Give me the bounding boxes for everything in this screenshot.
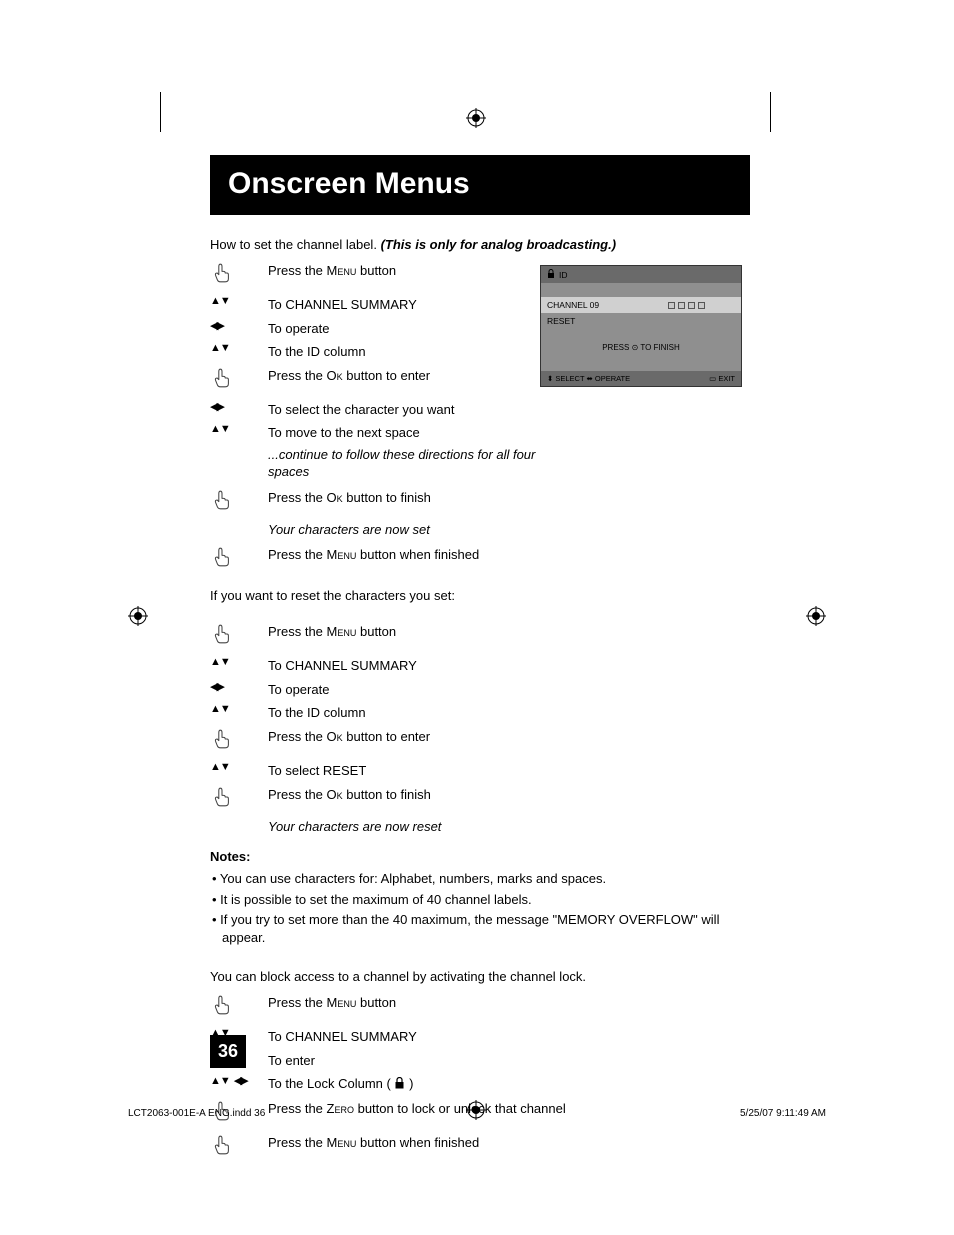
continue-note: ...continue to follow these directions f…	[268, 446, 548, 481]
registration-mark-icon	[128, 606, 148, 626]
instruction-row: ▲▼ To select RESET	[210, 760, 800, 780]
crop-mark	[770, 92, 771, 132]
instruction-row: ◀▶To enter	[210, 1050, 800, 1070]
instruction-row: Press the Menu button when finished	[210, 1132, 800, 1162]
press-hand-icon	[210, 727, 234, 756]
instruction-text: Press the Ok button to finish	[268, 487, 800, 507]
instruction-row: ◀▶ To select the character you want	[210, 399, 800, 419]
instruction-row: Press the Ok button to finish	[210, 487, 800, 517]
registration-mark-icon	[466, 108, 486, 128]
instruction-text: To select the character you want	[268, 399, 800, 419]
instruction-text: To the Lock Column ( )	[268, 1073, 800, 1093]
osd-reset-label: RESET	[547, 316, 575, 326]
instruction-text: Press the Menu button when finished	[268, 544, 800, 564]
instruction-text: To enter	[268, 1050, 800, 1070]
instruction-text: To CHANNEL SUMMARY	[268, 1026, 800, 1046]
osd-press-hint: PRESS ⊙ TO FINISH	[541, 329, 741, 358]
notes-heading: Notes:	[210, 849, 800, 864]
instruction-text: Press the Menu button when finished	[268, 1132, 800, 1152]
intro-line: How to set the channel label. (This is o…	[210, 237, 800, 252]
press-hand-icon	[210, 545, 234, 574]
left-right-icon: ◀▶	[210, 319, 223, 332]
page-number: 36	[210, 1035, 246, 1068]
up-down-icon: ▲▼	[210, 656, 230, 668]
instruction-text: To operate	[268, 679, 800, 699]
lock-icon	[394, 1076, 405, 1094]
lock-icon	[547, 269, 555, 280]
osd-char-slots	[668, 302, 735, 309]
up-down-icon: ▲▼	[210, 1075, 230, 1087]
left-right-icon: ◀▶	[210, 680, 223, 693]
note-bullet: • You can use characters for: Alphabet, …	[222, 870, 742, 888]
instruction-text: Press the Zero button to lock or unlock …	[268, 1098, 800, 1118]
footer-timestamp: 5/25/07 9:11:49 AM	[740, 1108, 826, 1119]
instruction-row: Press the Ok button to finish	[210, 784, 800, 814]
osd-preview: ID CHANNEL 09 RESET PRESS ⊙ TO FINISH ⬍ …	[540, 265, 742, 387]
instruction-text: To CHANNEL SUMMARY	[268, 655, 800, 675]
note-bullet: • It is possible to set the maximum of 4…	[222, 891, 742, 909]
set-message: Your characters are now set	[268, 521, 548, 539]
instruction-row: Press the Ok button to enter	[210, 726, 800, 756]
lock-intro: You can block access to a channel by act…	[210, 969, 800, 984]
press-hand-icon	[210, 366, 234, 395]
instruction-text: Press the Menu button	[268, 621, 800, 641]
osd-title-text: ID	[559, 270, 568, 280]
instruction-row: ▲▼ To the ID column	[210, 702, 800, 722]
instruction-row: ▲▼To CHANNEL SUMMARY	[210, 1026, 800, 1046]
press-hand-icon	[210, 1133, 234, 1162]
osd-footer: ⬍ SELECT ⬌ OPERATE ▭ EXIT	[541, 371, 741, 386]
instruction-text: To select RESET	[268, 760, 800, 780]
press-hand-icon	[210, 785, 234, 814]
intro-italic: (This is only for analog broadcasting.)	[381, 237, 616, 252]
instruction-row: Press the Zero button to lock or unlock …	[210, 1098, 800, 1128]
footer-filename: LCT2063-001E-A ENG.indd 36	[128, 1108, 265, 1119]
up-down-icon: ▲▼	[210, 342, 230, 354]
instruction-row: ▲▼ ◀▶ To the Lock Column ( )	[210, 1073, 800, 1093]
instruction-row: ▲▼ To move to the next space	[210, 422, 800, 442]
osd-footer-left: ⬍ SELECT ⬌ OPERATE	[547, 374, 630, 383]
instruction-row: ▲▼ To CHANNEL SUMMARY	[210, 655, 800, 675]
press-hand-icon	[210, 488, 234, 517]
instruction-row: Press the Menu button	[210, 992, 800, 1022]
left-right-icon: ◀▶	[234, 1074, 247, 1087]
up-down-icon: ▲▼	[210, 703, 230, 715]
instruction-text: Press the Ok button to finish	[268, 784, 800, 804]
up-down-icon: ▲▼	[210, 295, 230, 307]
osd-channel-label: CHANNEL 09	[547, 300, 599, 310]
osd-channel-row: CHANNEL 09	[541, 297, 741, 313]
crop-mark	[160, 92, 161, 132]
up-down-icon: ▲▼	[210, 423, 230, 435]
left-right-icon: ◀▶	[210, 400, 223, 413]
instruction-text: Press the Menu button	[268, 992, 800, 1012]
press-hand-icon	[210, 993, 234, 1022]
press-hand-icon	[210, 261, 234, 290]
osd-footer-right: ▭ EXIT	[709, 374, 735, 383]
intro-lead: How to set the channel label.	[210, 237, 381, 252]
note-bullet: • If you try to set more than the 40 max…	[222, 911, 742, 946]
instruction-row: ◀▶ To operate	[210, 679, 800, 699]
osd-title-bar: ID	[541, 266, 741, 283]
reset-intro: If you want to reset the characters you …	[210, 588, 800, 603]
press-hand-icon	[210, 622, 234, 651]
instruction-row: Press the Menu button	[210, 621, 800, 651]
instruction-text: Press the Ok button to enter	[268, 726, 800, 746]
up-down-icon: ▲▼	[210, 761, 230, 773]
page-title: Onscreen Menus	[210, 155, 750, 215]
osd-reset-row: RESET	[541, 313, 741, 329]
instruction-text: To move to the next space	[268, 422, 800, 442]
instruction-row: Press the Menu button when finished	[210, 544, 800, 574]
instruction-text: To the ID column	[268, 702, 800, 722]
registration-mark-icon	[806, 606, 826, 626]
reset-message: Your characters are now reset	[268, 818, 548, 836]
